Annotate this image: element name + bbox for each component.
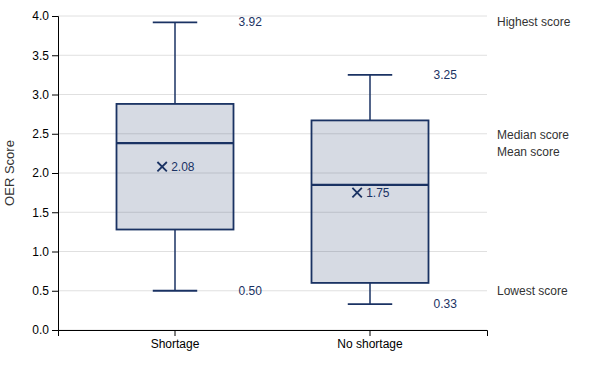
y-tick-mark [52, 95, 58, 96]
mean-marker [157, 162, 166, 171]
annotation: Mean score [497, 145, 560, 159]
data-label: 3.25 [434, 68, 458, 82]
data-label: 0.33 [434, 297, 458, 311]
x-tick-label: Shortage [151, 337, 200, 351]
y-tick: 0.0 [32, 323, 58, 337]
box-group [312, 75, 429, 304]
mean-marker [352, 188, 361, 197]
box [117, 104, 234, 230]
y-tick-label: 4.0 [32, 9, 49, 23]
y-tick-mark [52, 173, 58, 174]
y-tick-mark [52, 291, 58, 292]
data-label: 1.75 [366, 186, 390, 200]
y-axis-title: OER Score [2, 140, 17, 206]
annotations: Highest score Median score Mean score Lowes… [497, 15, 571, 297]
annotation: Highest score [497, 15, 571, 29]
data-label: 0.50 [239, 284, 263, 298]
lower-cap [153, 290, 197, 292]
y-tick-label: 2.5 [32, 127, 49, 141]
plot: 0.0 0.5 1.0 1.5 2.0 2.5 3.0 3.5 4.0 Shortage No sh… [2, 9, 571, 350]
grid [58, 16, 487, 330]
x-tick: Shortage [151, 330, 200, 351]
y-tick-mark [52, 252, 58, 253]
upper-whisker [369, 75, 371, 121]
grid-line [58, 55, 487, 56]
y-tick-label: 1.0 [32, 245, 49, 259]
y-tick-label: 3.5 [32, 49, 49, 63]
y-tick-mark [52, 330, 58, 331]
y-tick-mark [52, 134, 58, 135]
y-tick-mark [52, 55, 58, 56]
lower-whisker [369, 283, 371, 304]
y-tick: 2.0 [32, 166, 58, 180]
y-tick: 3.0 [32, 88, 58, 102]
annotation: Lowest score [497, 284, 568, 298]
y-tick-label: 1.5 [32, 206, 49, 220]
lower-cap [348, 303, 392, 305]
grid-line [58, 94, 487, 95]
y-tick-label: 2.0 [32, 166, 49, 180]
y-tick: 1.5 [32, 206, 58, 220]
y-axis: 0.0 0.5 1.0 1.5 2.0 2.5 3.0 3.5 4.0 [32, 9, 58, 337]
x-axis: Shortage No shortage [59, 330, 488, 351]
lower-whisker [174, 230, 176, 291]
median-line [117, 142, 234, 144]
grid-line [58, 290, 487, 291]
x-tick-label: No shortage [337, 337, 403, 351]
y-tick: 1.0 [32, 245, 58, 259]
y-tick: 2.5 [32, 127, 58, 141]
upper-cap [153, 21, 197, 23]
x-tick: No shortage [337, 330, 403, 351]
y-tick: 4.0 [32, 9, 58, 23]
x-tick-mark [370, 330, 371, 336]
y-tick-label: 3.0 [32, 88, 49, 102]
box [312, 120, 429, 282]
data-label: 2.08 [171, 160, 195, 174]
annotation: Median score [497, 128, 569, 142]
y-tick-mark [52, 212, 58, 213]
y-tick-label: 0.5 [32, 284, 49, 298]
y-axis-line [52, 17, 59, 331]
data-label: 3.92 [239, 15, 263, 29]
chart: 0.0 0.5 1.0 1.5 2.0 2.5 3.0 3.5 4.0 Shortage No sh… [0, 0, 602, 366]
upper-whisker [174, 22, 176, 104]
x-axis-line [59, 331, 488, 337]
boxes [117, 22, 429, 304]
x-tick-mark [175, 330, 176, 336]
y-tick: 0.5 [32, 284, 58, 298]
y-tick-label: 0.0 [32, 323, 49, 337]
grid-line [58, 16, 487, 17]
data-labels: 3.92 0.50 2.08 3.25 0.33 1.75 [171, 15, 457, 311]
y-tick: 3.5 [32, 49, 58, 63]
y-tick-mark [52, 16, 58, 17]
upper-cap [348, 74, 392, 76]
box-group [117, 22, 234, 290]
